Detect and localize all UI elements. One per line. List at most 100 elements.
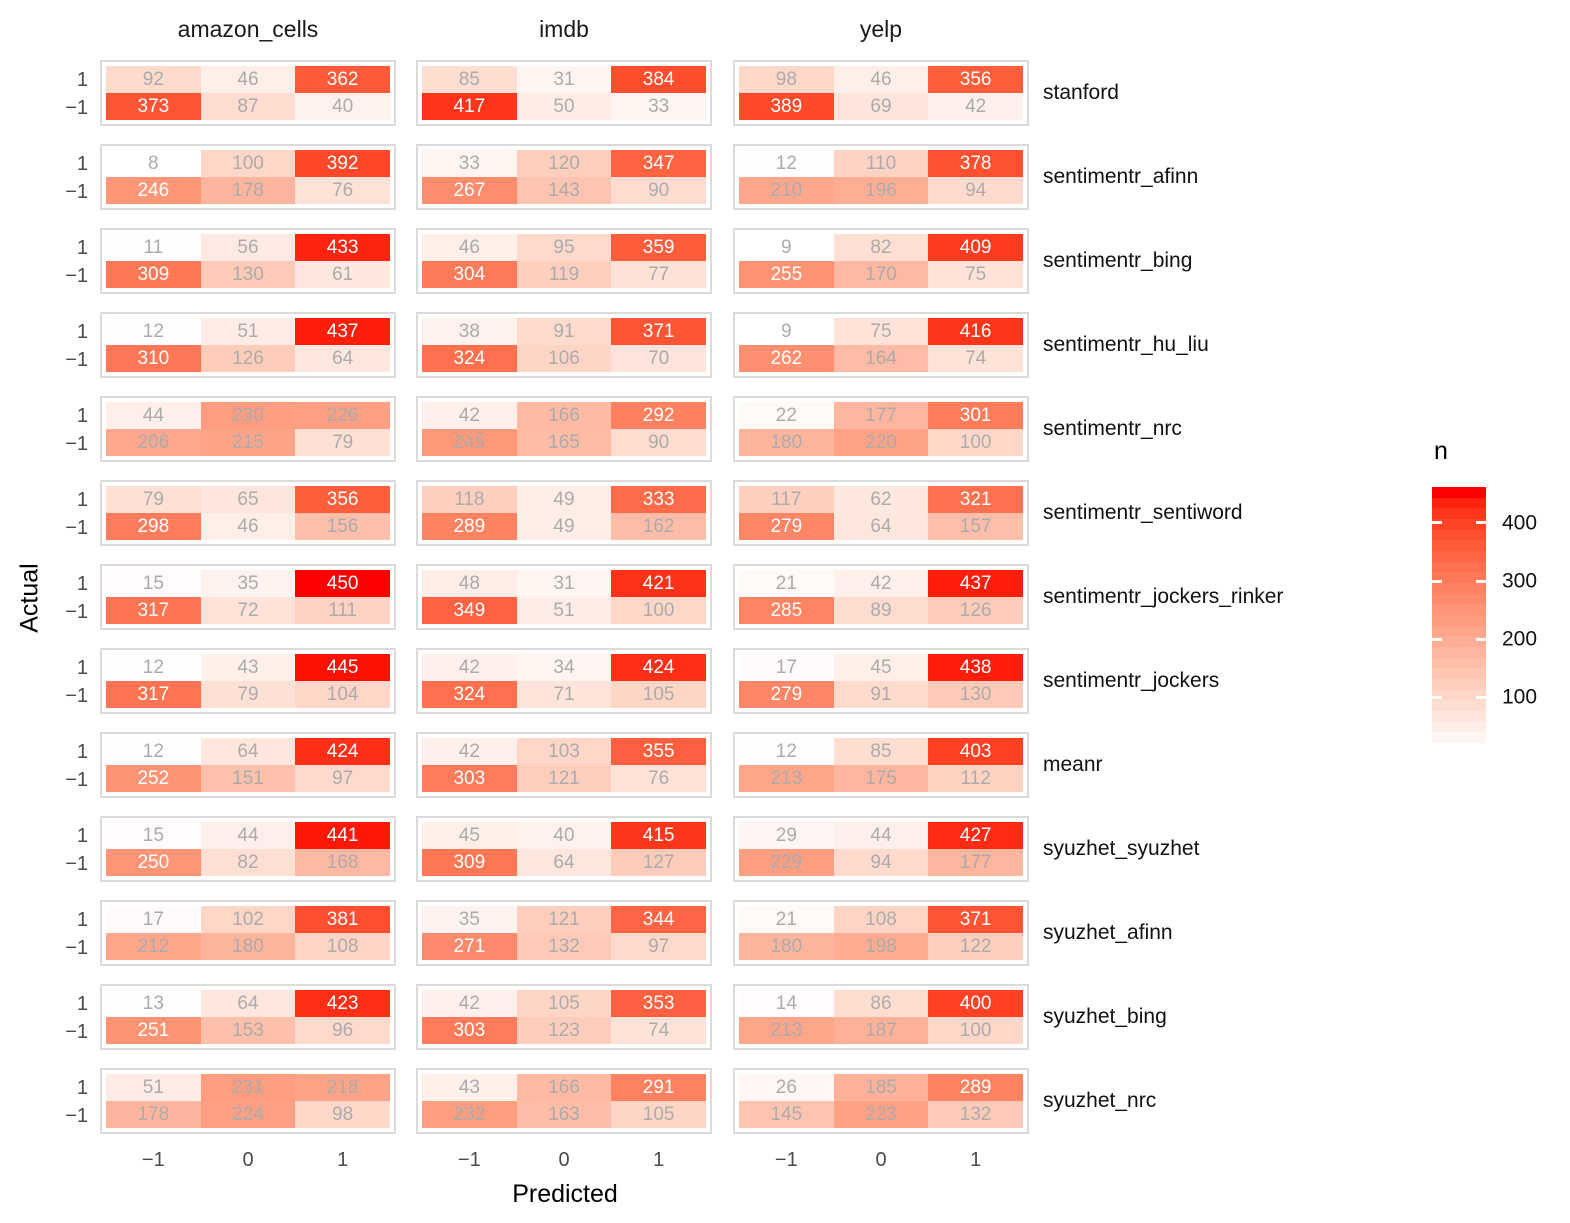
x-tick-label: 0	[875, 1149, 887, 1171]
heat-cell: 215	[200, 429, 296, 456]
heatmap-grid: 92 46 362 373 87 40	[106, 66, 390, 120]
heat-cell: 381	[295, 906, 390, 933]
heatmap-grid: 46 95 359 304 119 77	[422, 234, 706, 288]
heat-cell: 100	[928, 429, 1023, 456]
heatmap-grid: 98 46 356 389 69 42	[739, 66, 1023, 120]
heat-cell: 384	[611, 66, 706, 93]
heat-cell: 164	[833, 345, 929, 372]
facet-panel-syuzhet_nrc-amazon_cells: 51 231 218 178 224 98	[100, 1068, 396, 1134]
facet-panel-syuzhet_afinn-imdb: 35 121 344 271 132 97	[416, 900, 712, 966]
heat-cell: 56	[200, 234, 296, 261]
heatmap-grid: 17 102 381 212 180 108	[106, 906, 390, 960]
heat-cell: 26	[739, 1074, 834, 1101]
heat-cell: 424	[295, 738, 390, 765]
heat-cell: 76	[295, 177, 390, 204]
facet-panel-syuzhet_bing-amazon_cells: 13 64 423 251 153 96	[100, 984, 396, 1050]
heat-cell: 438	[928, 654, 1023, 681]
heat-cell: 102	[200, 906, 296, 933]
facet-panel-syuzhet_nrc-yelp: 26 185 289 145 223 132	[733, 1068, 1029, 1134]
heat-cell: 180	[200, 933, 296, 960]
facet-panel-sentimentr_hu_liu-yelp: 9 75 416 262 164 74	[733, 312, 1029, 378]
y-tick-label: −1	[65, 433, 88, 455]
heat-cell: 106	[516, 345, 612, 372]
heat-cell: 127	[611, 849, 706, 876]
facet-panel-syuzhet_syuzhet-yelp: 29 44 427 229 94 177	[733, 816, 1029, 882]
heatmap-grid: 12 43 445 317 79 104	[106, 654, 390, 708]
heat-cell: 79	[200, 681, 296, 708]
x-tick-label: 1	[337, 1149, 349, 1171]
heat-cell: 378	[928, 150, 1023, 177]
heat-cell: 85	[422, 66, 517, 93]
legend-tick-notch	[1476, 637, 1486, 641]
heat-cell: 45	[422, 822, 517, 849]
facet-row-label-sentimentr_bing: sentimentr_bing	[1043, 249, 1193, 272]
heat-cell: 46	[200, 66, 296, 93]
heat-cell: 49	[516, 513, 612, 540]
legend-gradient-band	[1432, 615, 1486, 626]
facet-panel-sentimentr_hu_liu-imdb: 38 91 371 324 106 70	[416, 312, 712, 378]
heat-cell: 64	[295, 345, 390, 372]
heat-cell: 97	[295, 765, 390, 792]
heat-cell: 303	[422, 1017, 517, 1044]
legend-gradient-band	[1432, 732, 1486, 744]
heat-cell: 130	[200, 261, 296, 288]
heatmap-grid: 14 86 400 213 187 100	[739, 990, 1023, 1044]
heat-cell: 15	[106, 822, 201, 849]
heat-cell: 43	[422, 1074, 517, 1101]
facet-row-label-stanford: stanford	[1043, 81, 1119, 104]
facet-panel-sentimentr_jockers-amazon_cells: 12 43 445 317 79 104	[100, 648, 396, 714]
heat-cell: 409	[928, 234, 1023, 261]
facet-panel-sentimentr_bing-amazon_cells: 11 56 433 309 130 61	[100, 228, 396, 294]
heat-cell: 44	[200, 822, 296, 849]
heat-cell: 289	[928, 1074, 1023, 1101]
y-tick-label: −1	[65, 349, 88, 371]
heat-cell: 49	[516, 486, 612, 513]
heat-cell: 71	[516, 681, 612, 708]
heat-cell: 75	[928, 261, 1023, 288]
heat-cell: 89	[833, 597, 929, 624]
heat-cell: 175	[833, 765, 929, 792]
heat-cell: 212	[106, 933, 201, 960]
heat-cell: 130	[928, 681, 1023, 708]
heat-cell: 356	[928, 66, 1023, 93]
heat-cell: 206	[106, 429, 201, 456]
heat-cell: 46	[200, 513, 296, 540]
heat-cell: 42	[422, 990, 517, 1017]
heat-cell: 40	[516, 822, 612, 849]
legend-gradient-band	[1432, 551, 1486, 562]
heatmap-grid: 21 42 437 285 89 126	[739, 570, 1023, 624]
heat-cell: 12	[739, 738, 834, 765]
heat-cell: 445	[295, 654, 390, 681]
legend-gradient-band	[1432, 572, 1486, 584]
heat-cell: 111	[295, 597, 390, 624]
heatmap-grid: 13 64 423 251 153 96	[106, 990, 390, 1044]
heat-cell: 42	[833, 570, 929, 597]
x-axis-title: Predicted	[512, 1180, 618, 1208]
facet-panel-sentimentr_sentiword-amazon_cells: 79 65 356 298 46 156	[100, 480, 396, 546]
y-tick-label: −1	[65, 1105, 88, 1127]
facet-panel-sentimentr_hu_liu-amazon_cells: 12 51 437 310 126 64	[100, 312, 396, 378]
heat-cell: 252	[106, 765, 201, 792]
heat-cell: 198	[833, 933, 929, 960]
heat-cell: 433	[295, 234, 390, 261]
x-tick-label: −1	[457, 1149, 481, 1171]
heat-cell: 291	[611, 1074, 706, 1101]
heat-cell: 105	[611, 681, 706, 708]
y-tick-label: 1	[76, 741, 88, 763]
heat-cell: 91	[516, 318, 612, 345]
heat-cell: 51	[200, 318, 296, 345]
heat-cell: 121	[516, 906, 612, 933]
legend-gradient-band	[1432, 604, 1486, 616]
legend-gradient-band	[1432, 711, 1486, 722]
heat-cell: 64	[200, 738, 296, 765]
heat-cell: 17	[106, 906, 201, 933]
facet-row-label-syuzhet_nrc: syuzhet_nrc	[1043, 1089, 1157, 1112]
heat-cell: 416	[928, 318, 1023, 345]
heat-cell: 220	[833, 429, 929, 456]
heat-cell: 87	[200, 93, 296, 120]
facet-row-label-sentimentr_nrc: sentimentr_nrc	[1043, 417, 1182, 440]
heat-cell: 104	[295, 681, 390, 708]
facet-panel-stanford-amazon_cells: 92 46 362 373 87 40	[100, 60, 396, 126]
heat-cell: 13	[106, 990, 201, 1017]
x-tick-label: −1	[141, 1149, 165, 1171]
